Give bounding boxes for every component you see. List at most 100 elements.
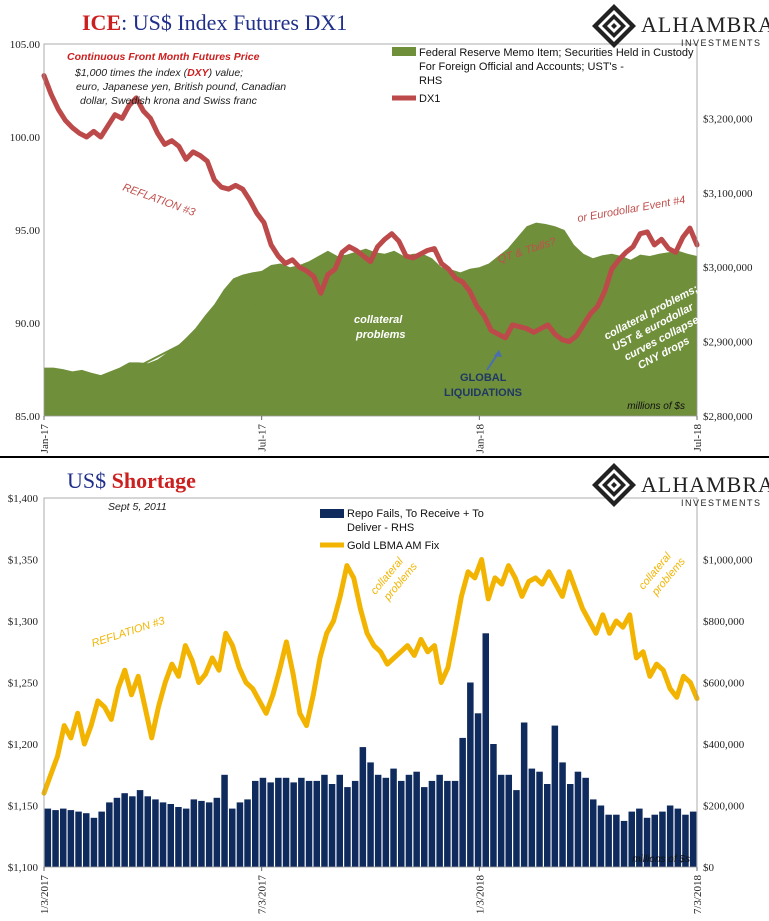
x-tick-label: Jan-17 bbox=[39, 424, 51, 454]
plot-border bbox=[43, 43, 698, 417]
legend-swatch-fed-area bbox=[392, 47, 416, 56]
repo-fails-bar bbox=[490, 744, 497, 867]
shortage-chart-panel: $1,100 $1,150 $1,200 $1,250 $1,300 $1,350 $1,4… bbox=[0, 458, 769, 921]
repo-fails-bar bbox=[643, 817, 651, 867]
repo-fails-bar bbox=[298, 777, 305, 867]
left-tick-label: $1,350 bbox=[8, 555, 39, 567]
repo-fails-bar bbox=[374, 774, 382, 868]
left-tick-label: 95.00 bbox=[15, 225, 40, 237]
right-tick-label: $3,000,000 bbox=[703, 262, 753, 274]
plot-frame bbox=[43, 43, 698, 417]
right-tick-label: $0 bbox=[703, 862, 715, 874]
right-axis-ticks-2: $0 $200,000 $400,000 $600,000 $800,000 $1,000… bbox=[703, 555, 753, 875]
dx1-line bbox=[41, 73, 700, 345]
repo-fails-bar bbox=[182, 808, 190, 867]
legend-fed-line-3: RHS bbox=[419, 75, 442, 87]
anno-collateral-c: collateral problems bbox=[368, 555, 420, 604]
chart-title-2: US$ Shortage bbox=[67, 468, 196, 493]
anno-eurodollar-event-4: or Eurodollar Event #4 bbox=[576, 194, 686, 225]
gold-fix-line bbox=[41, 557, 700, 796]
repo-fails-bar bbox=[129, 796, 136, 867]
chart-subtitle-2: Sept 5, 2011 bbox=[108, 501, 167, 513]
repo-fails-bar bbox=[544, 784, 551, 867]
repo-fails-bar bbox=[666, 805, 674, 867]
repo-fails-bar bbox=[482, 633, 489, 867]
repo-fails-bar bbox=[505, 774, 512, 868]
note-line-2: euro, Japanese yen, British pound, Canad… bbox=[76, 81, 286, 93]
repo-fails-bar bbox=[52, 810, 59, 867]
repo-fails-bar bbox=[282, 777, 290, 867]
x-tick-label: Jan-18 bbox=[474, 424, 486, 454]
anno-reflation-3-2: REFLATION #3 bbox=[90, 615, 167, 650]
left-axis-ticks: 85.00 90.00 95.00 100.00 105.00 bbox=[10, 39, 41, 423]
right-tick-label: $800,000 bbox=[703, 616, 745, 628]
anno-collateral-a-2: problems bbox=[355, 329, 406, 341]
repo-fails-bar bbox=[459, 737, 466, 867]
plot-border bbox=[43, 497, 698, 868]
chart-title: ICE: US$ Index Futures DX1 bbox=[82, 10, 347, 35]
x-tick-label: 1/3/2018 bbox=[474, 875, 486, 915]
repo-fails-bar bbox=[121, 793, 128, 867]
anno-collateral-d: collateral problems bbox=[636, 550, 688, 599]
dx1-chart-panel: 85.00 90.00 95.00 100.00 105.00 $2,800,000 $2… bbox=[0, 0, 769, 456]
repo-fails-bars-layer bbox=[44, 633, 697, 868]
repo-fails-bar bbox=[528, 768, 536, 867]
repo-fails-bar bbox=[83, 813, 90, 867]
left-tick-label: $1,400 bbox=[8, 493, 39, 505]
repo-fails-bar bbox=[67, 810, 75, 867]
repo-fails-bar bbox=[213, 797, 221, 867]
repo-fails-bar bbox=[520, 722, 528, 867]
repo-fails-bar bbox=[175, 807, 182, 867]
logo-name-2: ALHAMBRA bbox=[641, 472, 769, 497]
right-axis-ticks: $2,800,000 $2,900,000 $3,000,000 $3,100,000… bbox=[703, 113, 753, 423]
note-line-1: $1,000 times the index (DXY) value; bbox=[74, 67, 243, 79]
repo-fails-bar bbox=[159, 802, 167, 867]
legend-repo-line-1: Repo Fails, To Receive + To bbox=[347, 508, 484, 520]
repo-fails-bar bbox=[75, 811, 82, 867]
right-tick-label: $3,100,000 bbox=[703, 188, 753, 200]
repo-fails-bar bbox=[267, 782, 274, 867]
repo-fails-bar bbox=[574, 771, 582, 867]
repo-fails-bar bbox=[536, 771, 543, 867]
left-axis-ticks-2: $1,100 $1,150 $1,200 $1,250 $1,300 $1,350 $1,4… bbox=[8, 493, 39, 874]
repo-fails-bar bbox=[613, 814, 620, 867]
repo-fails-bar bbox=[382, 777, 390, 867]
repo-fails-bar bbox=[113, 797, 121, 867]
repo-fails-bar bbox=[229, 808, 236, 867]
x-tick-label: 7/3/2017 bbox=[257, 875, 269, 915]
repo-fails-bar bbox=[474, 713, 482, 868]
repo-fails-bar bbox=[590, 799, 597, 867]
repo-fails-bar bbox=[597, 805, 605, 867]
legend-swatch-repo bbox=[320, 509, 344, 518]
anno-collateral-a-1: collateral bbox=[354, 314, 403, 326]
repo-fails-bar bbox=[436, 774, 443, 868]
repo-fails-bar bbox=[98, 811, 105, 867]
repo-fails-bar bbox=[336, 774, 343, 868]
legend-dx1: DX1 bbox=[419, 93, 440, 105]
x-axis-ticks-2: 1/3/2017 7/3/2017 1/3/2018 7/3/2018 bbox=[39, 867, 704, 914]
left-tick-label: 85.00 bbox=[15, 411, 40, 423]
repo-fails-bar bbox=[674, 808, 682, 867]
fed-custody-area bbox=[44, 222, 697, 416]
repo-fails-bar bbox=[451, 780, 459, 867]
repo-fails-bar bbox=[205, 802, 213, 867]
alhambra-logo-2: ALHAMBRA INVESTMENTS bbox=[592, 463, 769, 508]
right-tick-label: $600,000 bbox=[703, 678, 745, 690]
repo-fails-bar bbox=[90, 817, 98, 867]
repo-fails-bar bbox=[628, 811, 635, 867]
left-tick-label: $1,200 bbox=[8, 739, 39, 751]
alhambra-logo: ALHAMBRA INVESTMENTS bbox=[592, 4, 769, 48]
right-axis-unit: millions of $s bbox=[627, 401, 685, 412]
repo-fails-bar bbox=[421, 787, 428, 867]
shortage-chart: $1,100 $1,150 $1,200 $1,250 $1,300 $1,350 $1,4… bbox=[8, 463, 769, 914]
repo-fails-bar bbox=[405, 774, 413, 868]
repo-fails-bar bbox=[136, 790, 144, 867]
repo-fails-bar bbox=[413, 771, 420, 867]
repo-fails-bar bbox=[60, 808, 67, 867]
note-line-3: dollar, Swedish krona and Swiss franc bbox=[80, 95, 258, 107]
repo-fails-bar bbox=[244, 799, 251, 867]
repo-fails-bar bbox=[444, 780, 451, 867]
fed-custody-area-layer bbox=[44, 222, 697, 416]
left-tick-label: 105.00 bbox=[10, 39, 41, 51]
